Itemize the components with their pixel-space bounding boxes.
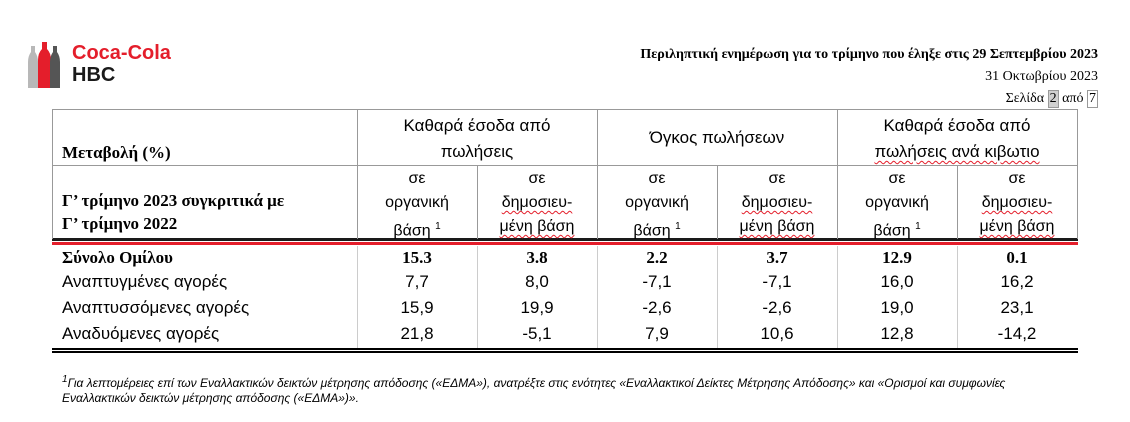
table-cell: 15,9 bbox=[400, 298, 434, 317]
subheader-organic: σε οργανική βάση 1 bbox=[597, 167, 717, 243]
group-line2: πωλήσεις ανά κιβωτιο bbox=[837, 139, 1077, 165]
sub-l1: σε bbox=[648, 170, 666, 187]
sub-l3: βάση 1 bbox=[357, 215, 477, 243]
row-label: Αναπτυγμένες αγορές bbox=[62, 272, 228, 291]
sub-l3: βάση 1 bbox=[597, 215, 717, 243]
sub-l3-text: βάση bbox=[873, 222, 911, 240]
group-line2-text: πωλήσεις ανά κιβωτιο bbox=[874, 142, 1040, 161]
table-cell: 19,0 bbox=[880, 298, 914, 317]
group-line1: Καθαρά έσοδα από bbox=[403, 116, 551, 135]
sub-l2: οργανική bbox=[625, 194, 689, 211]
table-cell: -2,6 bbox=[762, 298, 792, 317]
page-label: Σελίδα bbox=[1005, 91, 1045, 106]
sub-l3-text: βάση bbox=[393, 222, 431, 240]
page-indicator: Σελίδα 2 από 7 bbox=[640, 88, 1098, 110]
table-cell: -14,2 bbox=[997, 324, 1037, 343]
sub-l2: οργανική bbox=[865, 194, 929, 211]
sub-l1: σε bbox=[1008, 170, 1026, 187]
sub-l3: βάση 1 bbox=[837, 215, 957, 243]
sub-l1: σε bbox=[408, 170, 426, 187]
table-cell: 21,8 bbox=[400, 324, 434, 343]
group-line2: πωλήσεις bbox=[440, 142, 514, 161]
sub-l2: δημοσιευ- bbox=[741, 194, 813, 211]
logo-line2: HBC bbox=[72, 64, 116, 86]
table-cell: 3.8 bbox=[526, 248, 548, 267]
table-cell: 0.1 bbox=[1006, 248, 1028, 267]
group-line1: Καθαρά έσοδα από bbox=[883, 116, 1031, 135]
change-header: Μεταβολή (%) bbox=[62, 143, 171, 162]
company-logo: Coca-Cola HBC bbox=[24, 40, 194, 90]
bottles-icon bbox=[28, 42, 60, 88]
sub-l3: μένη βάση bbox=[499, 218, 575, 235]
page-of: από bbox=[1062, 91, 1084, 106]
table-cell: 3.7 bbox=[766, 248, 788, 267]
group-header-revenue-per-case: Καθαρά έσοδα από πωλήσεις ανά κιβωτιο bbox=[837, 113, 1077, 165]
period-header: Γ’ τρίμηνο 2023 συγκριτικά με Γ’ τρίμηνο… bbox=[62, 189, 284, 235]
footnote-ref: 1 bbox=[675, 221, 681, 232]
footnote-line1: 1Για λεπτομέρειες επί των Εναλλακτικών δ… bbox=[62, 372, 1082, 391]
logo-line1: Coca-Cola bbox=[72, 42, 171, 64]
report-title: Περιληπτική ενημέρωση για το τρίμηνο που… bbox=[640, 47, 1098, 62]
table-cell: 16,0 bbox=[880, 272, 914, 291]
table-cell: 12.9 bbox=[882, 248, 912, 267]
subheader-reported: σε δημοσιευ- μένη βάση bbox=[717, 167, 837, 239]
row-label: Αναπτυσσόμενες αγορές bbox=[62, 298, 250, 317]
subheader-organic: σε οργανική βάση 1 bbox=[357, 167, 477, 243]
period-line1: Γ’ τρίμηνο 2023 συγκριτικά με bbox=[62, 191, 285, 210]
report-header: Περιληπτική ενημέρωση για το τρίμηνο που… bbox=[640, 44, 1098, 110]
subheader-reported: σε δημοσιευ- μένη βάση bbox=[957, 167, 1077, 239]
footnote-ref: 1 bbox=[915, 221, 921, 232]
table-cell: 7,7 bbox=[405, 272, 429, 291]
group-header-revenue: Καθαρά έσοδα από πωλήσεις bbox=[357, 113, 597, 165]
table-cell: 15.3 bbox=[402, 248, 432, 267]
table-cell: -7,1 bbox=[642, 272, 672, 291]
report-date: 31 Οκτωβρίου 2023 bbox=[985, 69, 1098, 84]
sub-l3: μένη βάση bbox=[739, 218, 815, 235]
table-cell: 2.2 bbox=[646, 248, 668, 267]
sub-l2: οργανική bbox=[385, 194, 449, 211]
sub-l2: δημοσιευ- bbox=[501, 194, 573, 211]
table-cell: 16,2 bbox=[1000, 272, 1034, 291]
table-cell: 23,1 bbox=[1000, 298, 1034, 317]
sub-l1: σε bbox=[888, 170, 906, 187]
period-line2: Γ’ τρίμηνο 2022 bbox=[62, 214, 178, 233]
row-label: Αναδυόμενες αγορές bbox=[62, 324, 220, 343]
table-cell: -2,6 bbox=[642, 298, 672, 317]
group-header-volume: Όγκος πωλήσεων bbox=[597, 125, 837, 151]
footnote-text1: Για λεπτομέρειες επί των Εναλλακτικών δε… bbox=[67, 376, 1006, 390]
footnote-ref: 1 bbox=[435, 221, 441, 232]
table-cell: 19,9 bbox=[520, 298, 554, 317]
table-cell: -5,1 bbox=[522, 324, 552, 343]
table-cell: 10,6 bbox=[760, 324, 794, 343]
footnote: 1Για λεπτομέρειες επί των Εναλλακτικών δ… bbox=[62, 372, 1082, 406]
page-current: 2 bbox=[1047, 90, 1059, 108]
table-cell: -7,1 bbox=[762, 272, 792, 291]
table-cell: 7,9 bbox=[645, 324, 669, 343]
row-label: Σύνολο Ομίλου bbox=[62, 248, 173, 267]
results-table: Μεταβολή (%) Γ’ τρίμηνο 2023 συγκριτικά … bbox=[52, 109, 1078, 354]
footnote-text2: Εναλλακτικών δεικτών μέτρησης απόδοσης (… bbox=[62, 391, 359, 405]
sub-l1: σε bbox=[768, 170, 786, 187]
table-cell: 8,0 bbox=[525, 272, 549, 291]
page-total: 7 bbox=[1087, 90, 1098, 108]
footnote-mark: 1 bbox=[62, 374, 68, 385]
sub-l3-text: βάση bbox=[633, 222, 671, 240]
subheader-organic: σε οργανική βάση 1 bbox=[837, 167, 957, 243]
table-cell: 12,8 bbox=[880, 324, 914, 343]
sub-l2: δημοσιευ- bbox=[981, 194, 1053, 211]
subheader-reported: σε δημοσιευ- μένη βάση bbox=[477, 167, 597, 239]
sub-l3: μένη βάση bbox=[979, 218, 1055, 235]
group-line1: Όγκος πωλήσεων bbox=[649, 128, 785, 147]
sub-l1: σε bbox=[528, 170, 546, 187]
